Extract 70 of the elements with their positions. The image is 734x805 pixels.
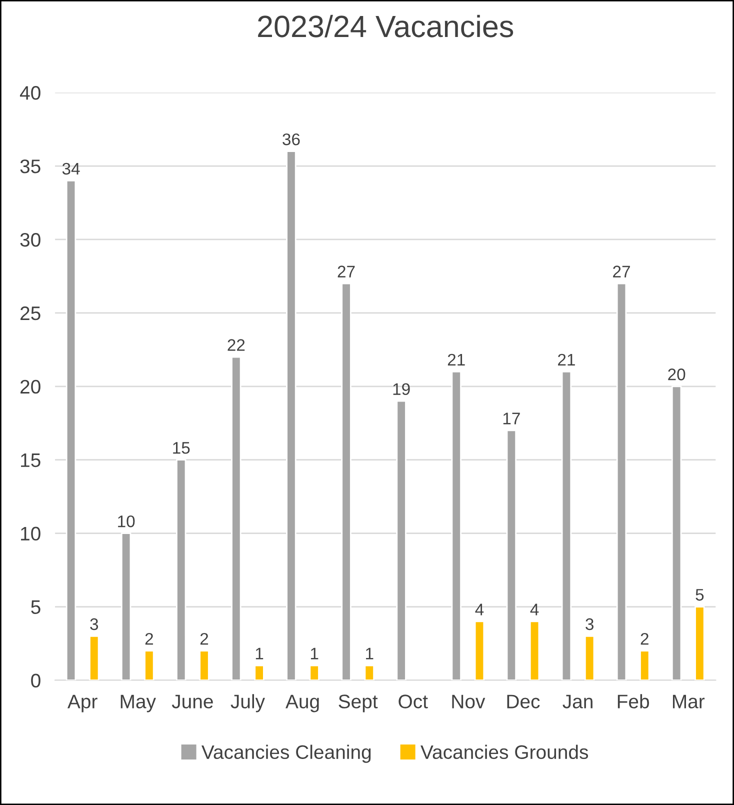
bar	[584, 635, 595, 680]
y-tick-label: 15	[21, 454, 40, 468]
x-tick-label: Mar	[672, 694, 705, 708]
x-tick-label: Oct	[398, 694, 428, 708]
bar	[231, 356, 242, 680]
bar	[66, 180, 76, 680]
data-label: 1	[256, 648, 264, 660]
data-label: 19	[393, 383, 410, 396]
bar	[120, 532, 132, 680]
y-tick-label: 20	[20, 380, 40, 394]
x-tick-label: Sept	[338, 694, 378, 712]
data-label: 27	[613, 266, 630, 278]
data-label: 21	[448, 354, 465, 366]
x-tick-label: Dec	[507, 694, 540, 708]
bar	[364, 664, 374, 680]
data-label: 2	[200, 632, 208, 645]
x-tick-label: Jan	[562, 694, 592, 708]
x-tick-label: Nov	[452, 694, 486, 708]
data-label: 17	[503, 412, 520, 424]
bar	[396, 400, 406, 680]
x-tick-label: July	[230, 694, 265, 712]
bar	[474, 620, 485, 680]
y-tick-label: 30	[20, 232, 40, 247]
data-label: 3	[90, 618, 98, 630]
data-label: 36	[282, 133, 300, 146]
x-tick-label: June	[172, 694, 213, 708]
data-label: 21	[558, 354, 575, 366]
legend-label: Vacancies Cleaning	[202, 744, 371, 763]
data-label: 3	[586, 618, 594, 630]
chart-title: 2023/24 Vacancies	[258, 14, 514, 38]
y-tick-label: 10	[21, 526, 40, 541]
bar	[616, 282, 627, 680]
y-tick-label: 40	[20, 86, 40, 100]
bar	[451, 371, 462, 680]
data-label: 4	[530, 604, 539, 616]
y-tick-label: 35	[20, 160, 40, 174]
data-label: 2	[145, 632, 153, 645]
y-tick-label: 5	[31, 600, 40, 614]
data-label: 2	[640, 632, 648, 645]
bar	[144, 650, 154, 680]
data-label: 1	[310, 648, 318, 660]
data-label: 5	[696, 589, 704, 601]
data-label: 10	[118, 515, 135, 528]
data-label: 4	[475, 604, 484, 616]
data-label: 20	[668, 368, 686, 380]
bar	[506, 430, 517, 680]
bar	[176, 459, 186, 680]
bar	[640, 650, 650, 680]
y-tick-label: 25	[20, 306, 40, 320]
data-label: 1	[366, 648, 374, 660]
bar	[671, 386, 682, 680]
data-label: 22	[228, 339, 245, 351]
bar	[254, 664, 264, 680]
bar	[529, 620, 540, 680]
bar	[89, 635, 100, 680]
x-tick-label: May	[120, 694, 156, 712]
bar	[286, 150, 296, 680]
bar	[694, 606, 705, 680]
data-label: 15	[173, 442, 190, 454]
bar	[199, 650, 210, 680]
data-label: 27	[338, 266, 355, 278]
data-label: 34	[62, 162, 80, 175]
x-tick-label: Aug	[286, 694, 319, 712]
x-tick-label: Apr	[67, 694, 98, 712]
x-tick-label: Feb	[618, 694, 650, 708]
legend-label: Vacancies Grounds	[420, 744, 588, 760]
bar	[309, 664, 320, 680]
y-tick-label: 0	[31, 674, 40, 688]
bar	[561, 371, 572, 680]
bar	[341, 282, 352, 680]
